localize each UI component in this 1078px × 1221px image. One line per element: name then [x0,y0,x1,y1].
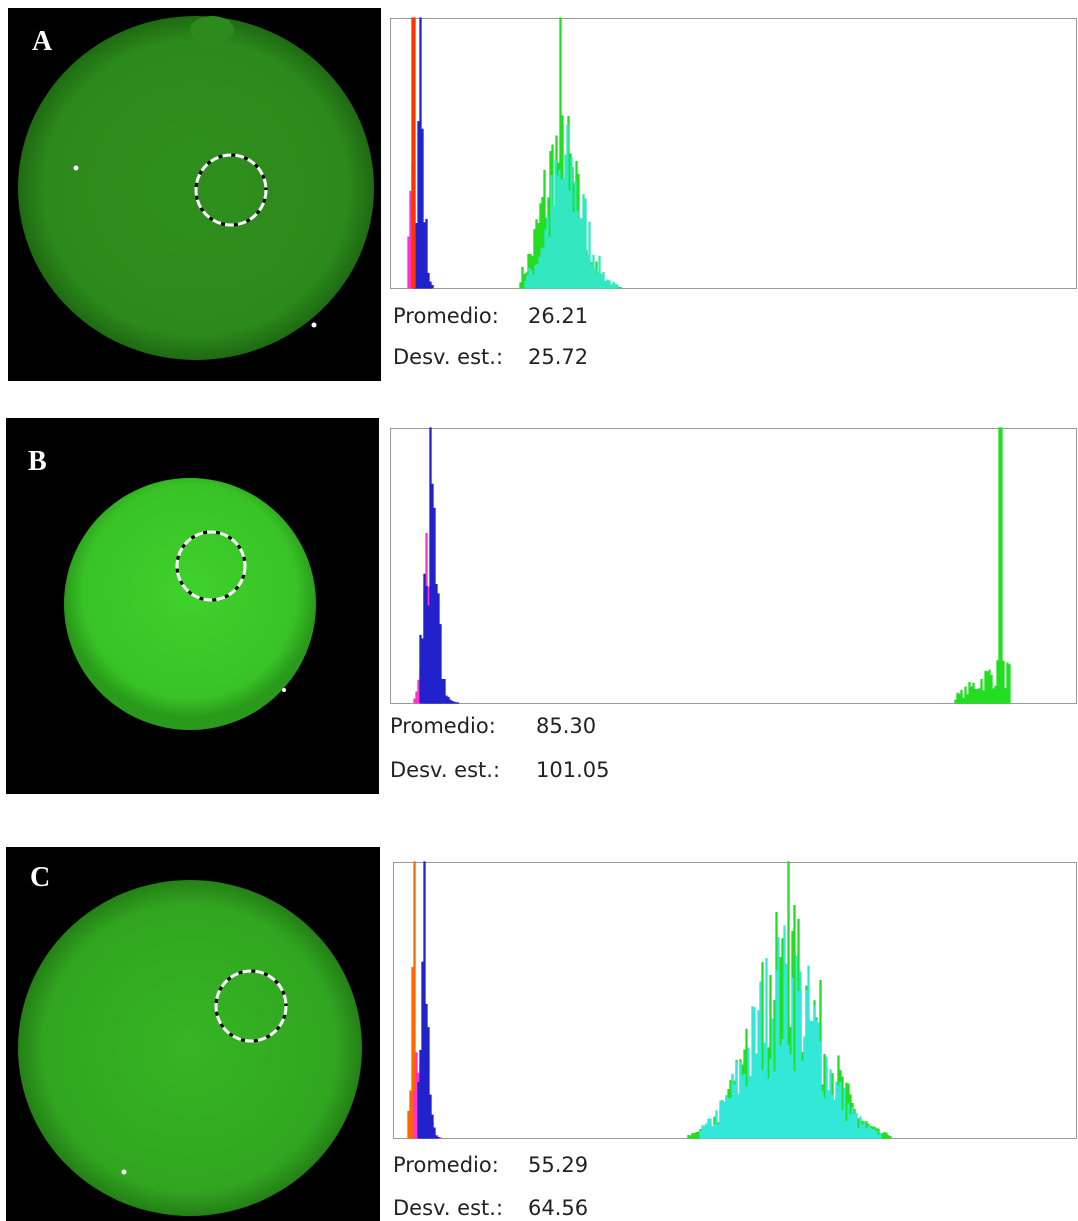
histogram-frame [390,18,1077,289]
stat-value: 85.30 [536,714,596,738]
stat-name: Promedio: [390,714,496,738]
panel-label: B [28,446,47,477]
histogram-frame [390,428,1077,704]
stat-name: Desv. est.: [390,758,500,782]
stat-name: Desv. est.: [393,1196,503,1220]
panel-label: A [32,26,53,57]
stat-value: 26.21 [528,304,588,328]
micrograph: C [6,847,380,1221]
stat-name: Promedio: [393,1153,499,1177]
panel-label: C [30,862,50,893]
histogram-trace [954,427,1011,704]
stat-value: 55.29 [528,1153,588,1177]
histogram-trace [419,427,459,704]
stat-value: 25.72 [528,345,588,369]
stat-name: Promedio: [393,304,499,328]
histogram-trace [411,17,416,289]
histogram-trace [417,861,440,1139]
micrograph: B [6,418,379,794]
histogram-trace [699,925,882,1139]
histogram-trace [524,124,619,289]
histogram-trace [413,17,434,289]
stat-value: 101.05 [536,758,609,782]
stat-name: Desv. est.: [393,345,503,369]
histograms [407,17,1011,1139]
micrograph: A [8,8,381,381]
stat-value: 64.56 [528,1196,588,1220]
